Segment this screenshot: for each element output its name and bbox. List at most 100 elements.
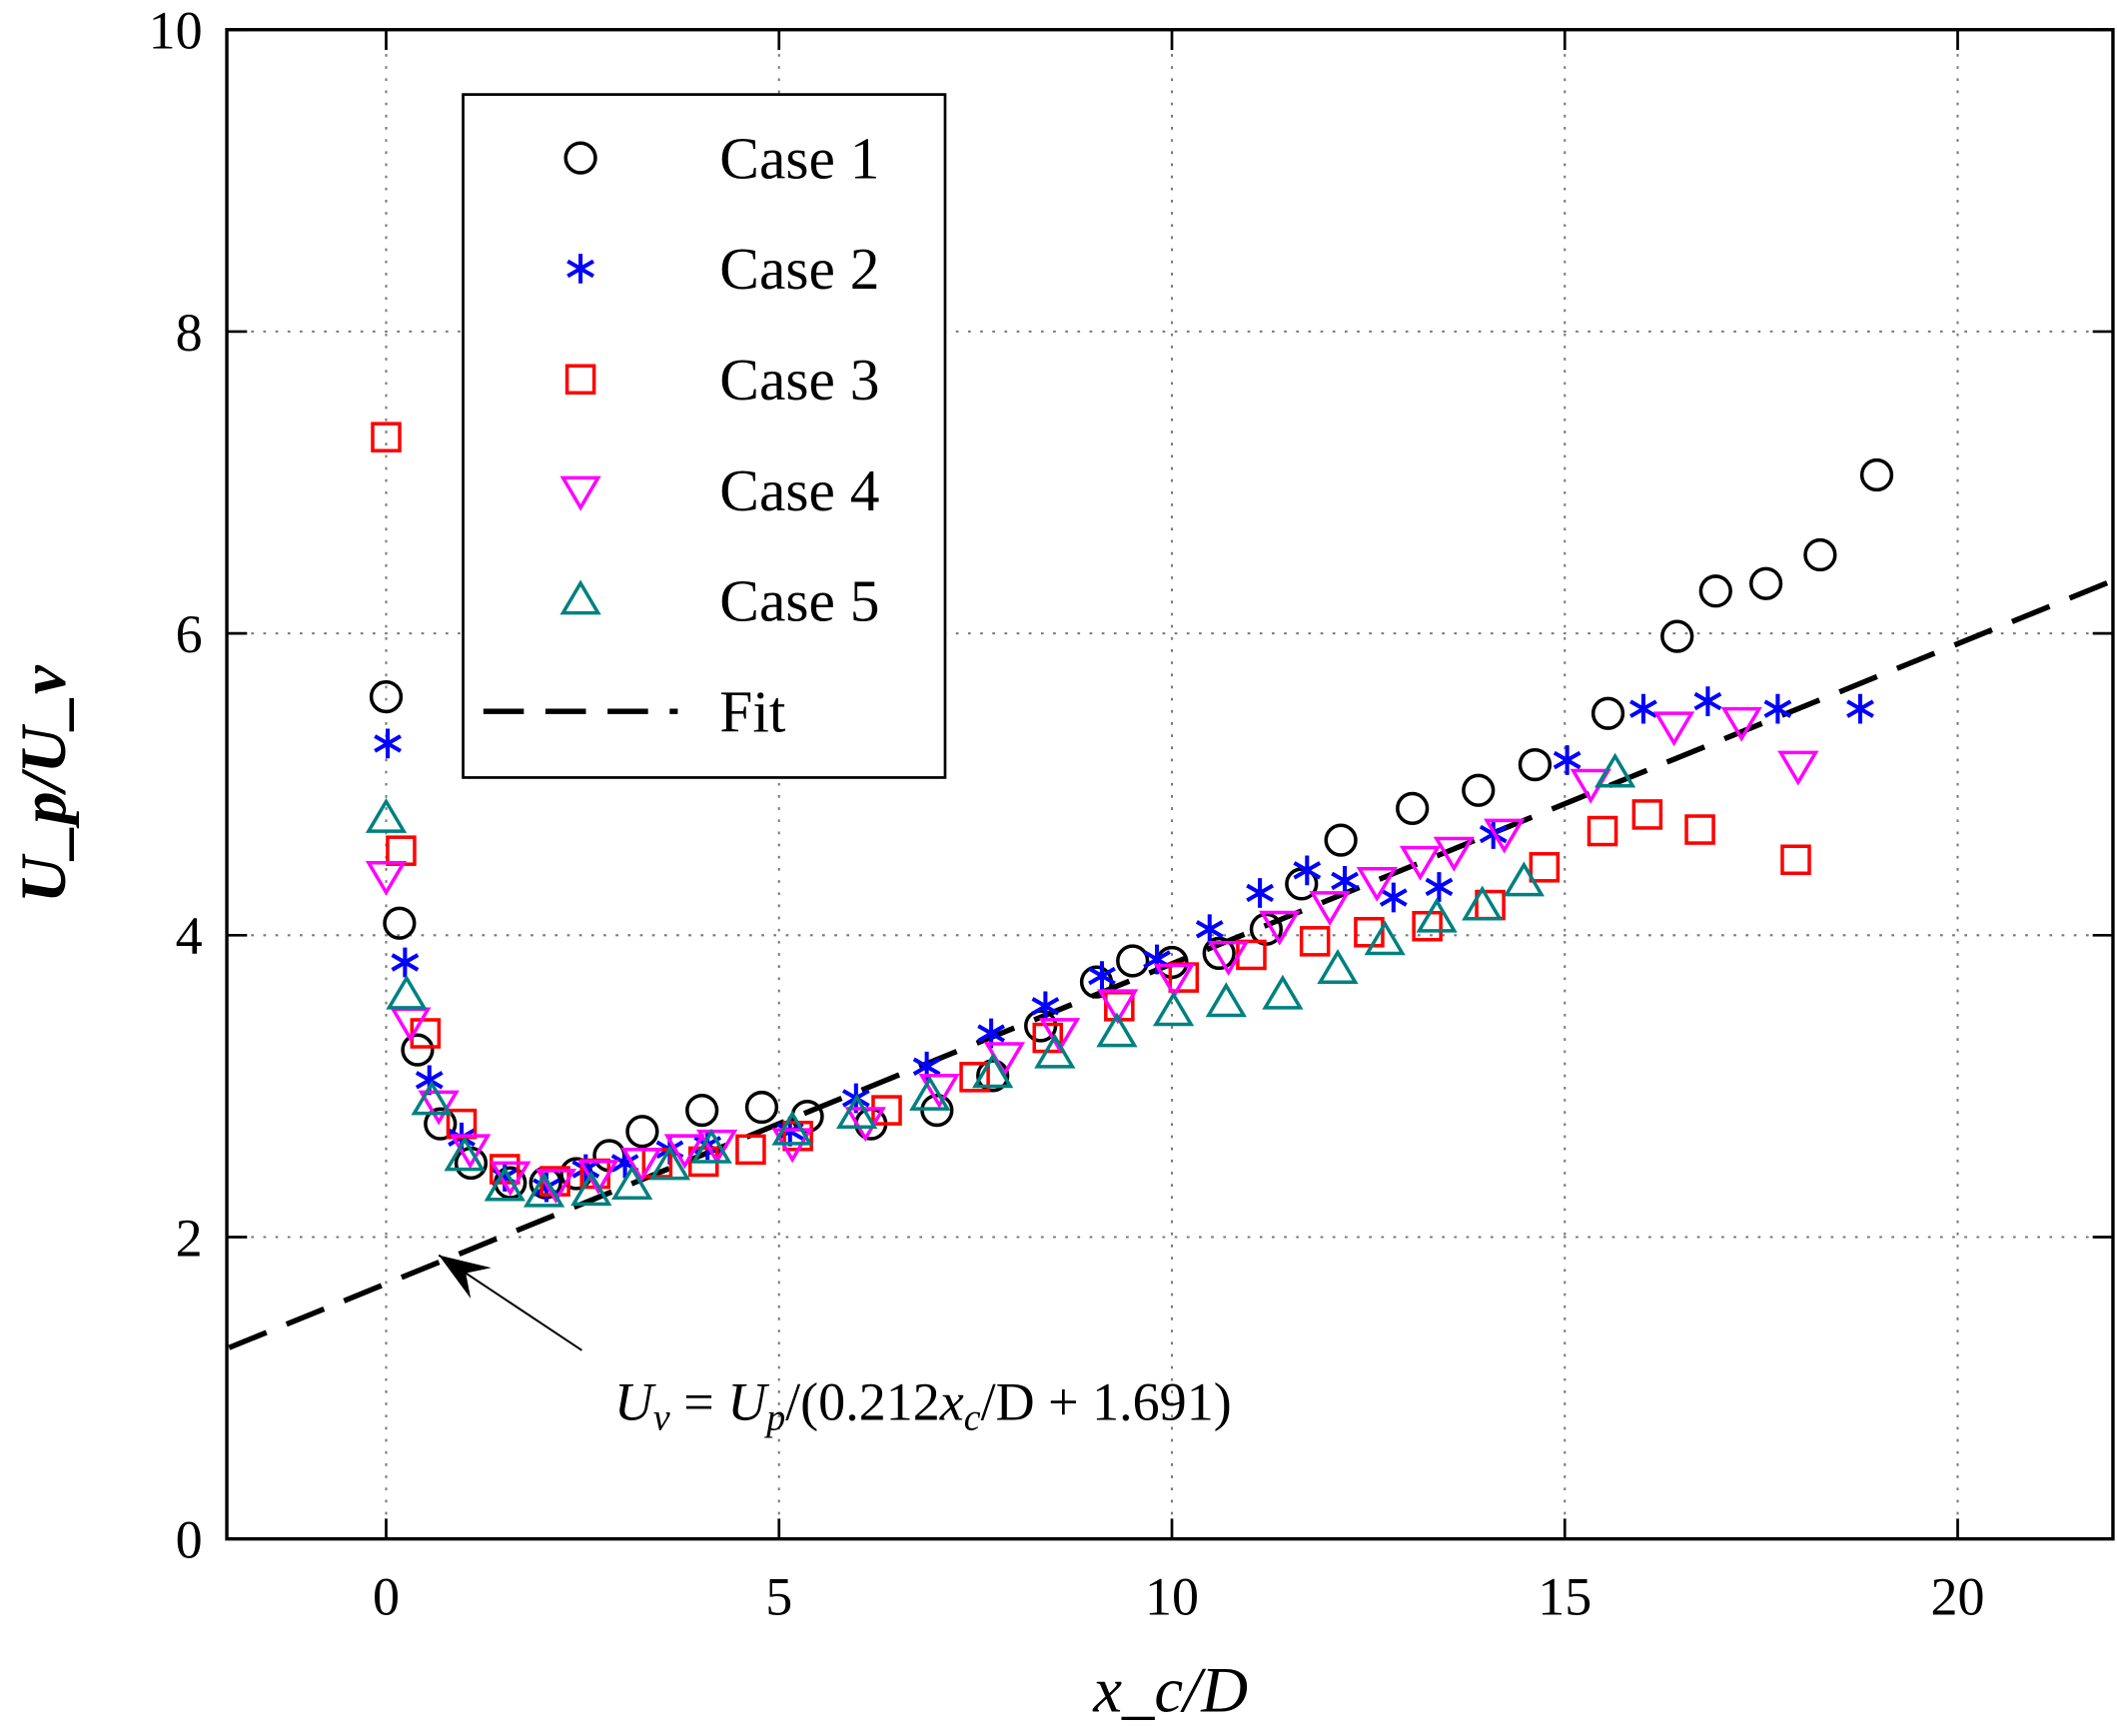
series-case-5 (365, 752, 1636, 1208)
marker-triangle-down (663, 1134, 706, 1170)
marker-triangle-down (1484, 818, 1526, 854)
marker-circle (1859, 457, 1894, 492)
math-part: p (763, 1396, 785, 1438)
marker-triangle-down (1777, 750, 1819, 786)
x-tick-label: 20 (1931, 1566, 1985, 1626)
x-tick-label: 15 (1538, 1566, 1591, 1626)
marker-circle (976, 1059, 1010, 1093)
math-part: c (964, 1396, 981, 1438)
marker-square (386, 835, 417, 866)
marker-circle (1324, 823, 1358, 857)
marker-star (374, 728, 402, 759)
marker-triangle-up (1262, 974, 1304, 1010)
marker-triangle-up (386, 974, 428, 1010)
marker-triangle-up (1096, 1012, 1138, 1048)
marker-circle (1202, 936, 1236, 971)
marker-star (1195, 914, 1224, 945)
marker-triangle-up (444, 1136, 486, 1172)
marker-triangle-up (690, 1128, 732, 1164)
marker-triangle-down (1097, 989, 1139, 1025)
math-part: /D + 1.691) (981, 1372, 1232, 1432)
math-part: U (727, 1372, 769, 1432)
legend-label: Fit (719, 678, 786, 744)
plot-frame (225, 28, 2115, 1541)
math-part: x (939, 1372, 964, 1432)
y-tick-label: 8 (176, 303, 203, 363)
marker-square (1529, 852, 1561, 883)
marker-triangle-up (559, 579, 601, 615)
marker-star (1088, 961, 1116, 991)
marker-triangle-up (570, 1171, 612, 1207)
marker-circle (1803, 537, 1837, 572)
marker-circle (1116, 944, 1150, 978)
marker-circle (1396, 791, 1430, 826)
marker-circle (744, 1090, 779, 1125)
marker-triangle-up (771, 1110, 813, 1146)
marker-star (391, 947, 420, 978)
marker-square (1780, 844, 1811, 876)
marker-triangle-down (1652, 711, 1695, 747)
marker-square (1684, 814, 1715, 845)
marker-circle (1749, 566, 1783, 600)
annotation-arrowhead-icon (439, 1255, 492, 1300)
marker-star (1553, 745, 1582, 775)
legend-label: Case 5 (719, 568, 879, 634)
marker-square (1299, 926, 1331, 957)
marker-triangle-up (1416, 897, 1458, 933)
marker-triangle-up (648, 1145, 691, 1181)
marker-square (1354, 917, 1385, 948)
legend: Case 1 Case 2 Case 3 Case 4 Case 5 Fit (462, 93, 947, 779)
marker-triangle-down (1399, 845, 1442, 881)
x-tick-label: 5 (765, 1566, 792, 1626)
marker-triangle-up (1152, 991, 1195, 1027)
marker-triangle-up (1317, 949, 1359, 984)
marker-triangle-down (1433, 836, 1476, 872)
marker-triangle-up (972, 1053, 1014, 1089)
marker-triangle-up (1205, 982, 1247, 1018)
legend-label: Case 1 (719, 125, 879, 191)
marker-square (1587, 815, 1618, 847)
marker-circle (369, 679, 404, 714)
marker-triangle-up (835, 1094, 878, 1130)
marker-triangle-down (1038, 1018, 1081, 1054)
marker-square (371, 422, 402, 452)
marker-triangle-up (484, 1166, 526, 1202)
marker-triangle-down (534, 1169, 577, 1205)
marker-star (1693, 686, 1722, 716)
marker-triangle-up (909, 1075, 951, 1111)
legend-label: Case 3 (719, 347, 879, 413)
marker-star (1763, 693, 1792, 724)
marker-square (1412, 910, 1443, 942)
marker-circle (563, 141, 597, 175)
marker-triangle-down (620, 1148, 662, 1183)
marker-square (735, 1134, 766, 1166)
marker-square (410, 1018, 442, 1049)
marker-triangle-up (1034, 1033, 1076, 1069)
y-tick-label: 6 (176, 604, 203, 664)
marker-square (959, 1062, 990, 1093)
marker-star (1629, 693, 1657, 724)
marker-triangle-up (411, 1080, 453, 1116)
marker-circle (401, 1033, 435, 1067)
x-tick-label: 10 (1145, 1566, 1199, 1626)
marker-triangle-up (1364, 920, 1406, 956)
marker-triangle-up (611, 1165, 653, 1201)
fit-annotation: Uv = Up/(0.212xc/D + 1.691) (438, 1254, 1232, 1439)
marker-triangle-up (1593, 752, 1636, 788)
marker-star (1331, 866, 1359, 896)
data-points (365, 422, 1894, 1208)
y-tick-label: 10 (149, 1, 203, 61)
marker-star (1846, 693, 1874, 724)
marker-square (1236, 939, 1267, 971)
legend-label: Case 4 (719, 457, 879, 523)
marker-triangle-up (1503, 861, 1546, 897)
marker-circle (685, 1093, 719, 1128)
marker-star (1246, 878, 1274, 908)
marker-circle (424, 1107, 458, 1141)
marker-triangle-up (1462, 885, 1504, 921)
annotation-text: Uv = Up/(0.212xc/D + 1.691) (614, 1372, 1232, 1439)
marker-circle (1698, 574, 1732, 608)
y-axis-label: U_p/U_v (8, 664, 80, 903)
marker-triangle-down (418, 1090, 460, 1126)
